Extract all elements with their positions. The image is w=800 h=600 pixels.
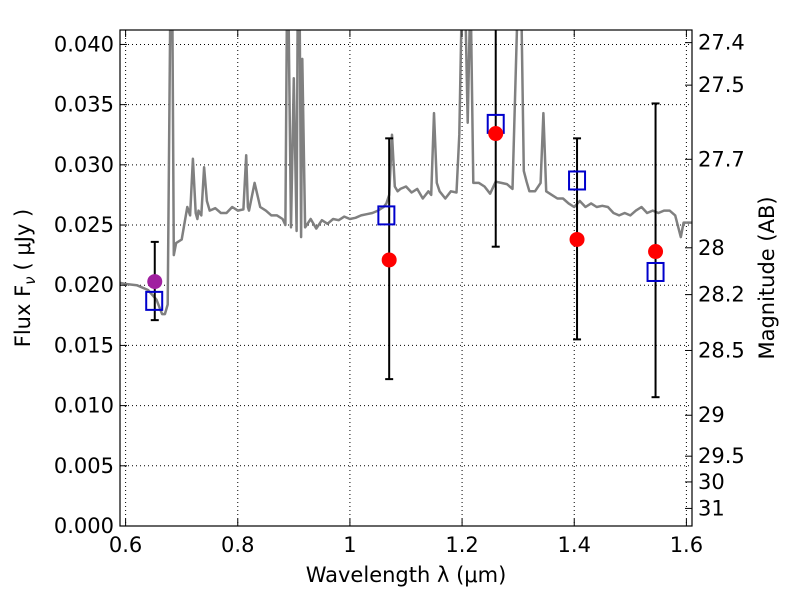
x-tick-label: 0.6 [109,533,142,557]
x-tick-label: 0.8 [221,533,254,557]
x-tick-label: 1.6 [670,533,703,557]
right-tick-label: 27.7 [698,147,745,171]
observed-flux-point [569,231,585,247]
y-tick-label: 0.005 [54,454,114,478]
model-photometry-square [145,290,164,311]
x-axis-label: Wavelength λ (μm) [306,563,507,587]
right-tick-label: 31 [698,496,725,520]
observed-flux-point [488,126,504,142]
y-axis-label: Flux Fν ( μJy ) [11,209,39,348]
observed-flux-point [381,252,397,268]
right-tick-label: 28.5 [698,338,745,362]
right-tick-label: 27.4 [698,31,745,55]
right-tick-label: 29.5 [698,444,745,468]
right-tick-label: 28.2 [698,283,745,307]
x-tick-label: 1 [343,533,356,557]
y-axis-label-main: Flux F [11,285,35,347]
right-tick-label: 28 [698,236,725,260]
ticks: 0.6 0.8 1 1.2 1.4 1.6 0.000 0.005 0.010 0.015 0.02… [54,30,745,557]
grid [120,30,692,526]
x-tick-label: 1.2 [445,533,478,557]
model-photometry-square [377,205,396,226]
y-tick-label: 0.025 [54,213,114,237]
y-tick-label: 0.000 [54,514,114,538]
y-tick-label: 0.040 [54,32,114,56]
y-axis-label-unit: ( μJy ) [11,209,35,271]
model-photometry-square [646,261,665,282]
plot-area [120,30,692,399]
observed-flux-point [648,244,664,260]
right-tick-label: 29 [698,403,725,427]
right-tick-label: 30 [698,470,725,494]
right-tick-label: 27.5 [698,73,745,97]
y-tick-label: 0.030 [54,153,114,177]
x-tick-label: 1.4 [558,533,591,557]
right-axis-label: Magnitude (AB) [755,196,779,359]
y-axis-label-sub: ν [21,276,39,284]
y-tick-label: 0.010 [54,394,114,418]
axes-frame [119,29,693,527]
model-photometry-square [568,170,587,191]
observed-flux-point [147,274,163,290]
y-tick-label: 0.020 [54,273,114,297]
y-tick-label: 0.035 [54,93,114,117]
y-tick-label: 0.015 [54,333,114,357]
